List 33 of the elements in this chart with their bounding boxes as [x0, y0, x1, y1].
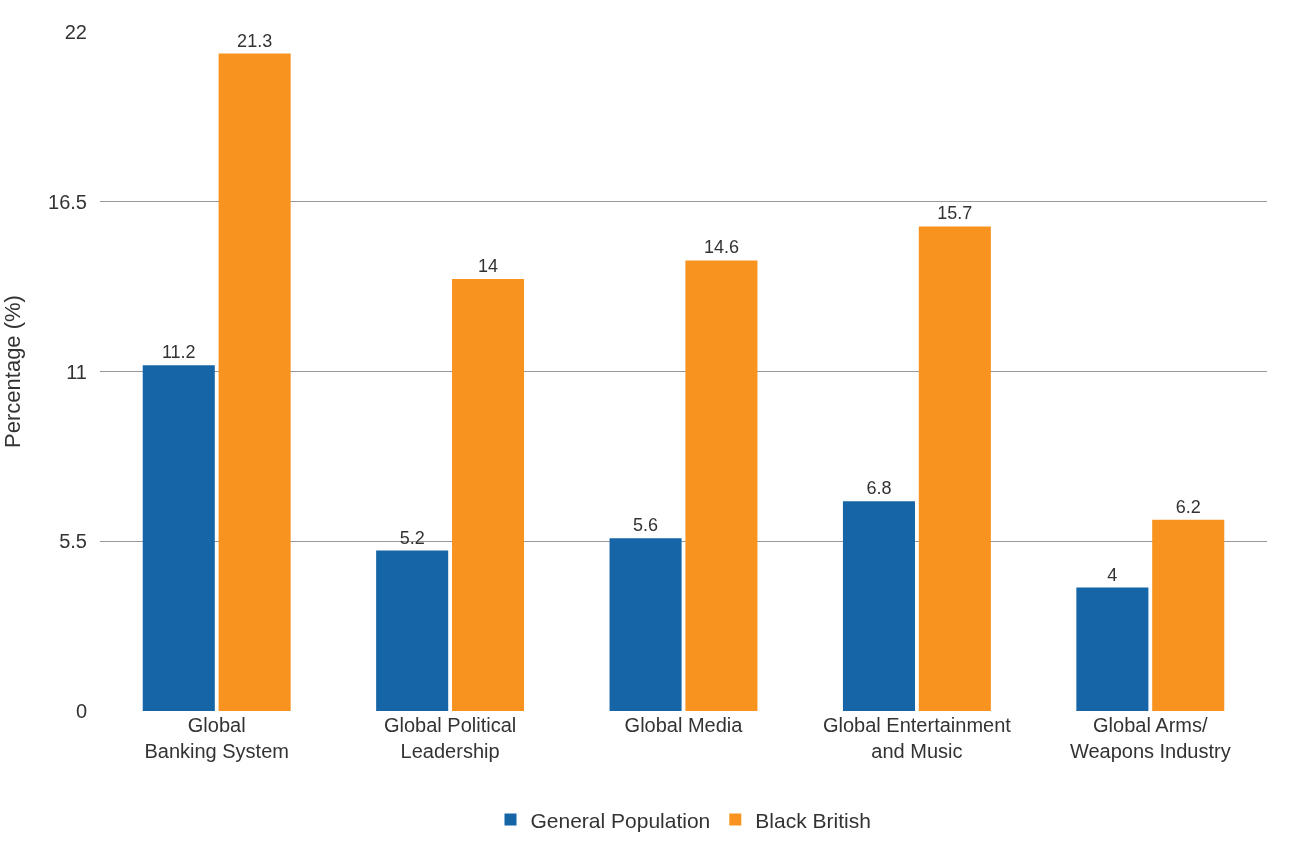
bar [1152, 519, 1225, 711]
y-tick-label: 5.5 [59, 530, 87, 553]
data-label: 11.2 [161, 342, 196, 363]
x-tick-label: Global Banking System [144, 714, 289, 762]
bar [218, 53, 291, 711]
data-label: 14 [478, 255, 499, 276]
bar [842, 501, 915, 711]
bar [685, 260, 758, 711]
y-tick-label: 11 [66, 360, 87, 383]
bar [918, 226, 991, 711]
x-tick-label: Global Political Leadership [383, 714, 517, 762]
data-label: 4 [1107, 564, 1118, 585]
bar [609, 538, 682, 711]
bar [1076, 587, 1149, 711]
y-tick-label: 16.5 [48, 190, 87, 213]
y-tick-label: 22 [64, 21, 87, 43]
bar [142, 365, 215, 711]
y-tick-label: 0 [75, 700, 87, 722]
y-axis-title: Percentage (%) [0, 295, 25, 448]
data-label: 5.6 [633, 515, 659, 536]
data-label: 6.2 [1175, 496, 1201, 517]
data-label: 14.6 [703, 237, 739, 258]
bar [452, 278, 525, 711]
legend-label: General Population [530, 808, 711, 832]
bar [376, 550, 449, 711]
x-tick-label: Global Arms/Weapons Industry [1069, 714, 1231, 762]
data-label: 15.7 [937, 203, 973, 224]
x-tick-label: Global Media [624, 714, 744, 736]
data-label: 5.2 [399, 527, 425, 548]
data-label: 6.8 [866, 478, 892, 499]
data-label: 21.3 [237, 30, 273, 51]
legend-label: Black British [755, 808, 871, 832]
x-tick-label: Global Entertainment and Music [822, 714, 1012, 762]
